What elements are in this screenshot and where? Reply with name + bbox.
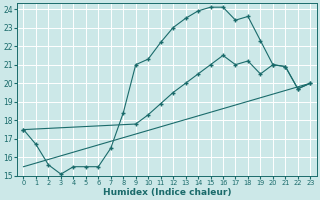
X-axis label: Humidex (Indice chaleur): Humidex (Indice chaleur) xyxy=(103,188,231,197)
